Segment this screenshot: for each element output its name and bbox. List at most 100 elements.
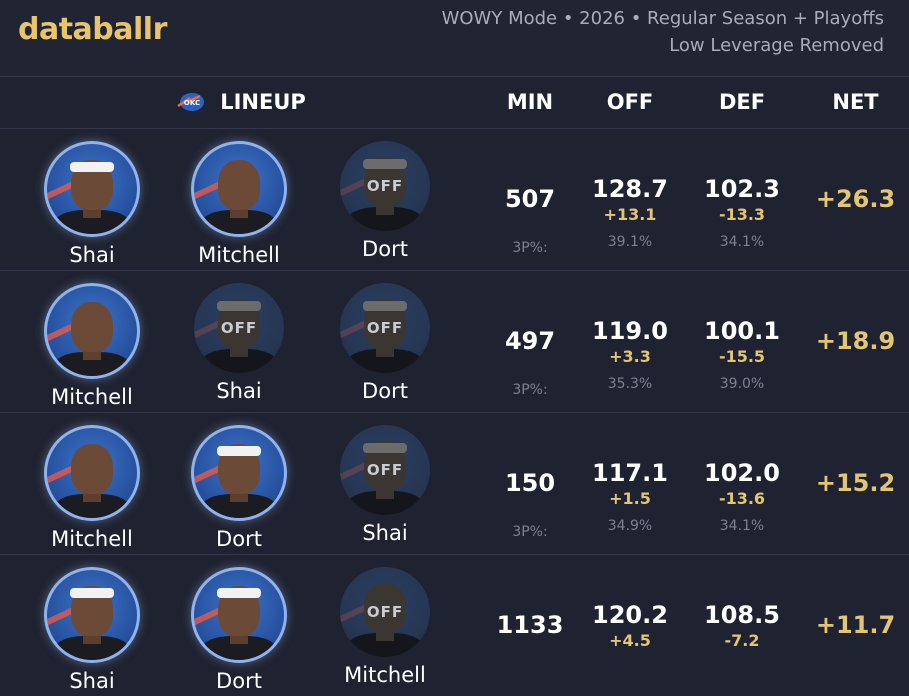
def-threep: 34.1% [719, 518, 765, 534]
def-rating: 108.5 [704, 601, 780, 629]
head-shape [218, 160, 260, 210]
off-rating: 128.7 [592, 175, 668, 203]
headband-shape [363, 301, 407, 311]
player-2[interactable]: OFF Shai [330, 425, 440, 545]
player-name: Shai [69, 669, 115, 693]
off-header[interactable]: OFF [606, 90, 654, 114]
minutes-value: 497 [504, 327, 556, 355]
player-avatar[interactable]: OFF [194, 283, 284, 373]
player-1[interactable]: Mitchell [184, 141, 294, 267]
lineup-header[interactable]: LINEUP [220, 90, 306, 114]
lineup-row[interactable]: Mitchell Dort OFF Shai 150 3P%: 117.1 +1.5 34.9%… [0, 413, 909, 554]
player-avatar[interactable] [191, 141, 287, 237]
off-delta: +3.3 [609, 347, 651, 366]
def-rating-cell: 102.0 -13.6 34.1% [692, 459, 792, 534]
player-2[interactable]: OFF Dort [330, 141, 440, 261]
headband-shape [363, 159, 407, 169]
player-0[interactable]: Mitchell [37, 283, 147, 409]
player-avatar[interactable] [44, 425, 140, 521]
minutes-value: 150 [504, 469, 556, 497]
off-badge: OFF [366, 461, 404, 479]
off-rating: 120.2 [592, 601, 668, 629]
okc-thunder-logo-icon: OKC [177, 93, 204, 111]
off-badge: OFF [366, 177, 404, 195]
net-rating: +26.3 [815, 185, 896, 213]
off-rating-cell: 120.2 +4.5 [580, 601, 680, 650]
net-header[interactable]: NET [832, 90, 879, 114]
headband-shape [217, 446, 261, 456]
player-avatar[interactable]: OFF [340, 283, 430, 373]
player-name: Dort [216, 669, 262, 693]
player-avatar[interactable] [44, 141, 140, 237]
net-rating: +15.2 [815, 469, 896, 497]
player-name: Mitchell [51, 527, 133, 551]
def-rating-cell: 100.1 -15.5 39.0% [692, 317, 792, 392]
player-name: Mitchell [344, 663, 426, 687]
player-name: Dort [362, 237, 408, 261]
minutes-value: 1133 [496, 611, 564, 639]
off-delta: +13.1 [603, 205, 657, 224]
player-name: Shai [69, 243, 115, 267]
row-divider [0, 412, 909, 413]
player-avatar[interactable] [44, 283, 140, 379]
svg-text:OKC: OKC [184, 99, 200, 107]
off-delta: +4.5 [609, 631, 651, 650]
player-0[interactable]: Shai [37, 141, 147, 267]
player-1[interactable]: Dort [184, 425, 294, 551]
headband-shape [70, 162, 114, 172]
row-divider [0, 270, 909, 271]
player-avatar[interactable] [44, 567, 140, 663]
def-threep: 39.0% [719, 376, 765, 392]
mode-info: WOWY Mode • 2026 • Regular Season + Play… [441, 8, 884, 29]
off-badge: OFF [366, 319, 404, 337]
def-rating-cell: 102.3 -13.3 34.1% [692, 175, 792, 250]
threep-label: 3P%: [512, 382, 548, 398]
leverage-info: Low Leverage Removed [669, 35, 884, 56]
def-rating: 102.3 [704, 175, 780, 203]
off-delta: +1.5 [609, 489, 651, 508]
header-divider [0, 76, 909, 77]
threep-label: 3P%: [512, 524, 548, 540]
player-0[interactable]: Shai [37, 567, 147, 693]
column-header-row: LINEUP MIN OFF DEF NET [0, 76, 909, 128]
lineup-row[interactable]: Shai Dort OFF Mitchell 1133 120.2 +4.5 108.5 -7.… [0, 555, 909, 696]
minutes-value: 507 [504, 185, 556, 213]
def-delta: -13.6 [718, 489, 766, 508]
player-avatar[interactable]: OFF [340, 141, 430, 231]
headband-shape [70, 588, 114, 598]
off-threep: 34.9% [607, 518, 653, 534]
headband-shape [217, 588, 261, 598]
player-2[interactable]: OFF Mitchell [330, 567, 440, 687]
head-shape [364, 583, 406, 633]
player-name: Mitchell [198, 243, 280, 267]
player-name: Dort [362, 379, 408, 403]
def-threep: 34.1% [719, 234, 765, 250]
off-rating-cell: 117.1 +1.5 34.9% [580, 459, 680, 534]
min-header[interactable]: MIN [506, 90, 554, 114]
lineup-row[interactable]: Mitchell OFF Shai OFF Dort 497 3P%: 119.0 +3.3 35… [0, 271, 909, 412]
player-avatar[interactable]: OFF [340, 567, 430, 657]
off-badge: OFF [220, 319, 258, 337]
player-0[interactable]: Mitchell [37, 425, 147, 551]
off-badge: OFF [366, 603, 404, 621]
player-avatar[interactable]: OFF [340, 425, 430, 515]
player-1[interactable]: OFF Shai [184, 283, 294, 403]
threep-label: 3P%: [512, 240, 548, 256]
def-rating-cell: 108.5 -7.2 [692, 601, 792, 650]
headband-shape [363, 443, 407, 453]
def-header[interactable]: DEF [718, 90, 766, 114]
def-rating: 100.1 [704, 317, 780, 345]
off-rating: 119.0 [592, 317, 668, 345]
net-rating: +18.9 [815, 327, 896, 355]
off-threep: 35.3% [607, 376, 653, 392]
def-delta: -13.3 [718, 205, 766, 224]
player-2[interactable]: OFF Dort [330, 283, 440, 403]
headband-shape [217, 301, 261, 311]
lineup-row[interactable]: Shai Mitchell OFF Dort 507 3P%: 128.7 +13.1 39.1… [0, 129, 909, 270]
off-rating-cell: 128.7 +13.1 39.1% [580, 175, 680, 250]
databallr-logo[interactable]: databallr [18, 12, 167, 47]
player-1[interactable]: Dort [184, 567, 294, 693]
player-avatar[interactable] [191, 425, 287, 521]
column-header-divider [0, 128, 909, 129]
player-name: Shai [362, 521, 408, 545]
